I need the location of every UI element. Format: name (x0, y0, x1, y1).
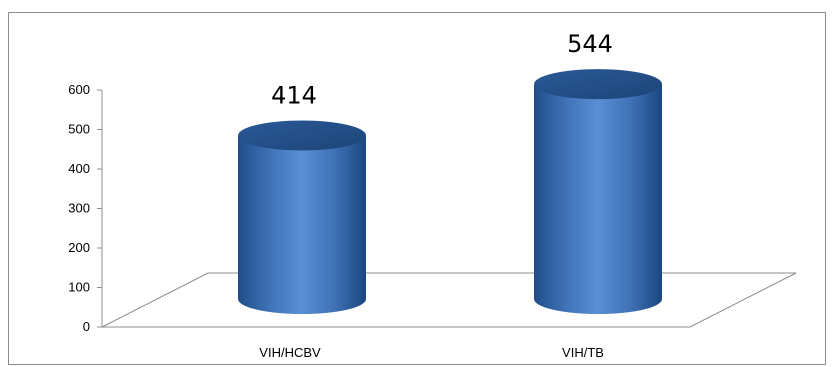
chart-floor (101, 272, 797, 328)
y-tick-label: 100 (68, 280, 90, 295)
chart-frame (8, 12, 826, 365)
bar (238, 120, 366, 314)
y-tick-label: 600 (68, 82, 90, 97)
bar (534, 69, 662, 315)
x-tick-label: VIH/TB (562, 345, 604, 360)
y-tick-label: 400 (68, 161, 90, 176)
bar-cylinder-top (238, 120, 366, 151)
data-label: 414 (271, 81, 317, 109)
bar-cylinder-body (534, 84, 662, 315)
y-tick-label: 200 (68, 240, 90, 255)
bar-cylinder-body (238, 135, 366, 314)
y-tick-label: 500 (68, 122, 90, 137)
bar-cylinder-top (534, 69, 662, 100)
y-tick-label: 300 (68, 201, 90, 216)
data-label: 544 (567, 30, 613, 58)
y-tick-label: 0 (83, 319, 90, 334)
x-tick-label: VIH/HCBV (259, 345, 321, 360)
